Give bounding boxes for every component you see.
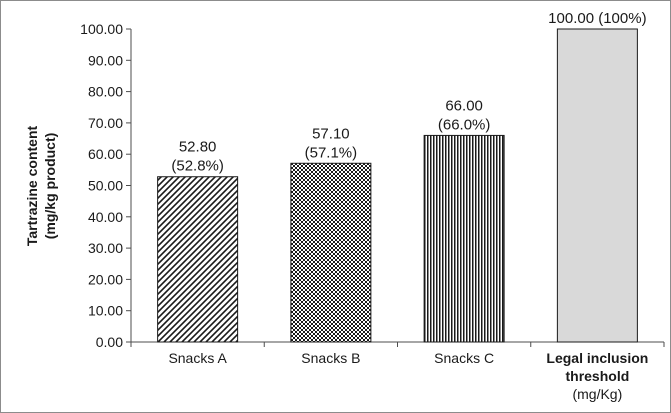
y-axis-title: Tartrazine content (mg/kg product) — [24, 126, 58, 247]
y-tick-label: 10.00 — [88, 303, 123, 319]
x-category-label: Legal inclusion — [546, 350, 648, 366]
y-tick-label: 90.00 — [88, 52, 123, 68]
x-category-label: Snacks C — [434, 350, 494, 366]
y-axis-title-line: (mg/kg product) — [42, 133, 58, 240]
x-category-label: (mg/Kg) — [572, 386, 622, 402]
y-tick-label: 0.00 — [96, 334, 123, 350]
bar-2 — [290, 162, 372, 343]
y-tick-label: 50.00 — [88, 178, 123, 194]
y-tick-label: 30.00 — [88, 240, 123, 256]
data-label: 57.10 — [312, 125, 350, 142]
x-category-label: Snacks A — [168, 350, 227, 366]
data-label: (57.1%) — [305, 144, 358, 161]
data-label: 100.00 (100%) — [548, 10, 646, 27]
bar-3 — [423, 134, 505, 343]
bar-1 — [157, 176, 239, 343]
y-tick-label: 20.00 — [88, 271, 123, 287]
y-tick-label: 60.00 — [88, 146, 123, 162]
data-label: 52.80 — [179, 139, 217, 156]
bar-4 — [556, 28, 638, 343]
data-label: 66.00 — [445, 97, 483, 114]
data-label: (52.8%) — [171, 158, 224, 175]
y-axis-title-line: Tartrazine content — [24, 126, 40, 247]
y-tick-label: 40.00 — [88, 209, 123, 225]
data-label: (66.0%) — [438, 116, 491, 133]
x-category-label: Snacks B — [301, 350, 360, 366]
y-tick-label: 70.00 — [88, 115, 123, 131]
y-tick-label: 100.00 — [80, 21, 123, 37]
x-category-label: threshold — [565, 368, 629, 384]
y-tick-label: 80.00 — [88, 84, 123, 100]
